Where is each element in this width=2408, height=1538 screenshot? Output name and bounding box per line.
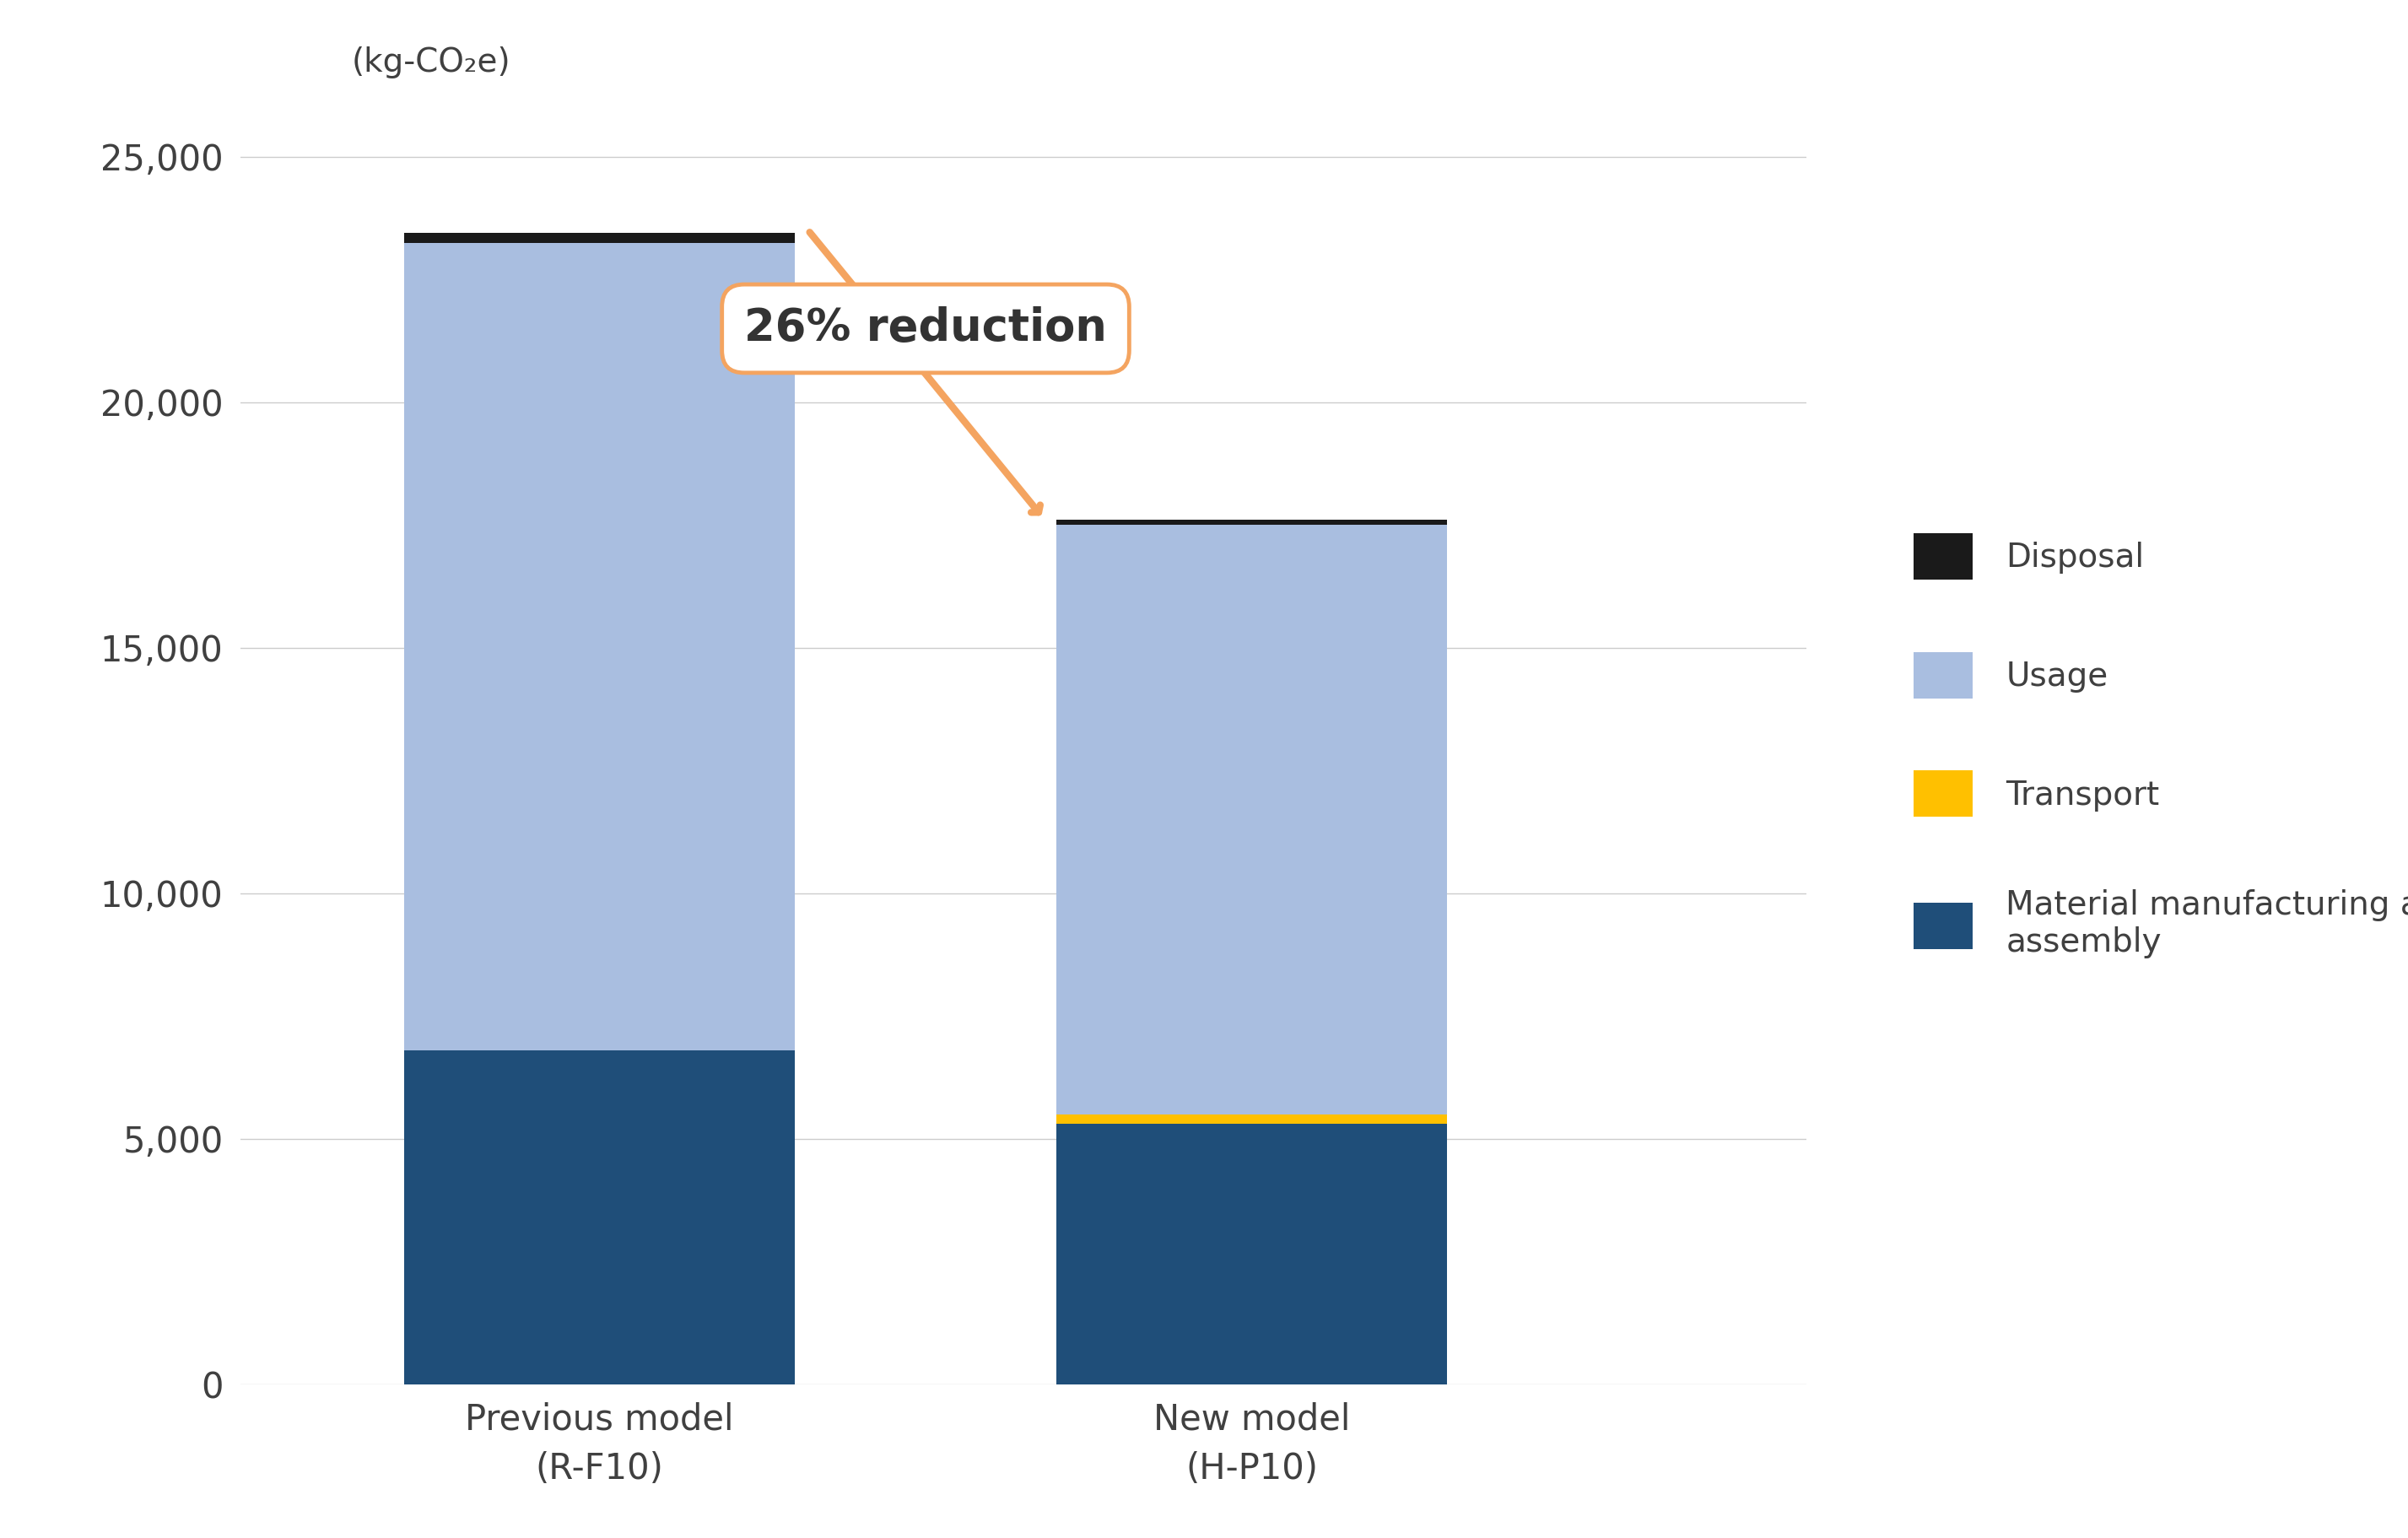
Legend: Disposal, Usage, Transport, Material manufacturing and
assembly: Disposal, Usage, Transport, Material man… [1900, 520, 2408, 972]
Text: (kg-CO₂e): (kg-CO₂e) [352, 46, 510, 78]
Bar [405, 1050, 795, 1384]
Bar [1057, 520, 1447, 524]
Text: 26% reduction: 26% reduction [744, 306, 1108, 351]
Bar [1057, 1114, 1447, 1124]
Bar [405, 243, 795, 1050]
Bar [405, 232, 795, 243]
Bar [1057, 1124, 1447, 1384]
Bar [1057, 524, 1447, 1114]
